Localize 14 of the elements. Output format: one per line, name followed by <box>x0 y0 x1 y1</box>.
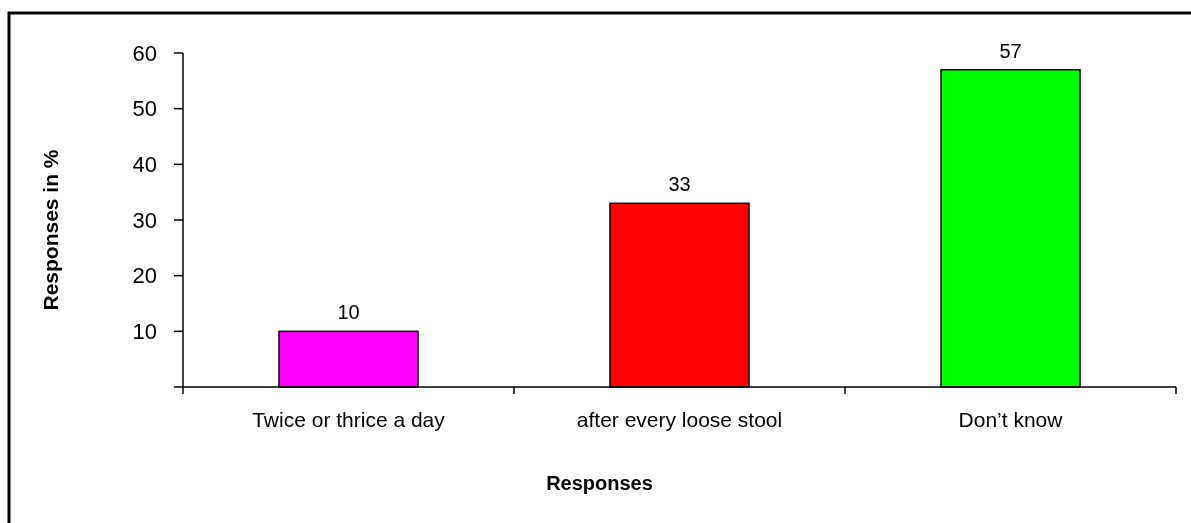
y-tick-label: 10 <box>132 319 157 345</box>
data-label: 57 <box>999 39 1022 62</box>
x-tick-label: after every loose stool <box>576 408 783 431</box>
data-label: 10 <box>337 301 360 324</box>
y-tick-label: 50 <box>132 96 157 122</box>
y-tick-label: 60 <box>132 40 157 66</box>
x-tick-label: Twice or thrice a day <box>252 408 446 431</box>
y-tick-label: 40 <box>132 152 157 178</box>
y-tick-label: 20 <box>132 263 157 289</box>
data-label: 33 <box>668 173 691 196</box>
y-tick-label: 30 <box>132 207 157 233</box>
y-axis-title: Responses in % <box>39 149 62 311</box>
x-tick-label: Don’t know <box>958 408 1064 431</box>
x-axis-title: Responses <box>546 472 653 494</box>
